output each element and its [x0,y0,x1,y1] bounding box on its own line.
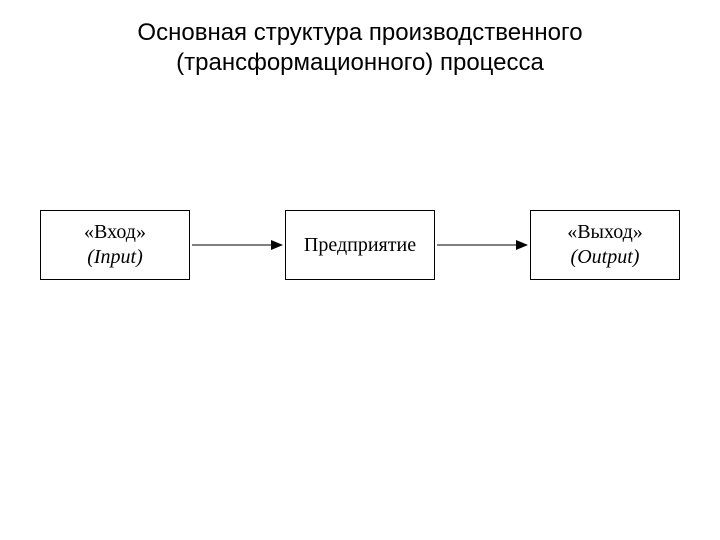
node-input-sub: (Input) [87,245,143,269]
node-output: «Выход» (Output) [530,210,680,280]
node-output-main: «Выход» [567,221,643,243]
flow-row: «Вход» (Input) Предприятие «Выход» (Outp… [40,210,680,280]
arrow-1-line [192,245,273,246]
arrow-1 [192,244,283,246]
node-input: «Вход» (Input) [40,210,190,280]
arrow-2-head-icon [516,240,528,250]
arrow-2 [437,244,528,246]
diagram-title: Основная структура производственного (тр… [0,18,720,78]
arrow-2-line [437,245,518,246]
node-input-main: «Вход» [84,221,146,243]
diagram-canvas: Основная структура производственного (тр… [0,0,720,540]
node-enterprise: Предприятие [285,210,435,280]
node-enterprise-main: Предприятие [304,234,416,256]
arrow-1-head-icon [271,240,283,250]
node-output-sub: (Output) [571,245,640,269]
